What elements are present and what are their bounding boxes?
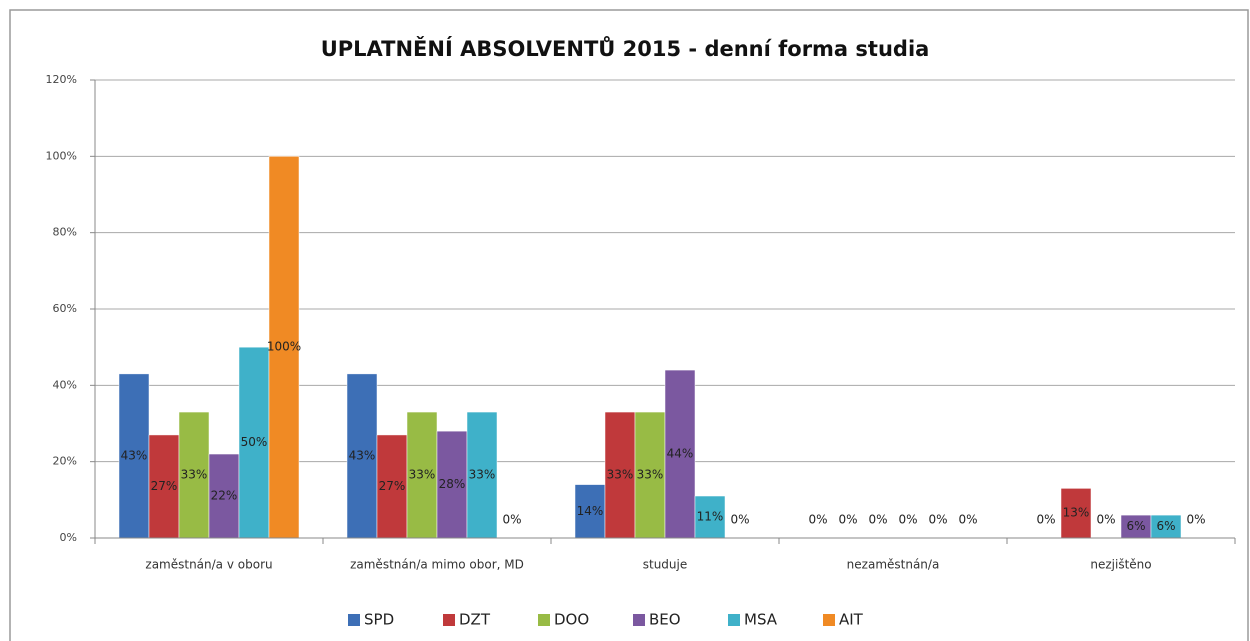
bar xyxy=(634,411,666,539)
y-tick-label: 0% xyxy=(60,531,77,544)
y-tick-label: 120% xyxy=(46,73,77,86)
value-label: 33% xyxy=(469,468,496,482)
legend-label: SPD xyxy=(364,611,394,629)
legend-label: BEO xyxy=(649,611,681,629)
value-label: 44% xyxy=(667,447,694,461)
value-label: 0% xyxy=(1036,513,1055,527)
value-label: 27% xyxy=(151,479,178,493)
value-label: 33% xyxy=(607,468,634,482)
value-label: 11% xyxy=(697,510,724,524)
value-label: 0% xyxy=(808,513,827,527)
x-tick-label: nezaměstnán/a xyxy=(847,558,940,572)
legend-swatch xyxy=(348,614,360,626)
bar xyxy=(466,411,498,539)
legend-label: DOO xyxy=(554,611,589,629)
y-tick-label: 100% xyxy=(46,149,77,162)
value-label: 50% xyxy=(241,435,268,449)
bar xyxy=(694,495,726,539)
value-label: 43% xyxy=(121,448,148,462)
value-label: 0% xyxy=(868,513,887,527)
value-label: 0% xyxy=(898,513,917,527)
value-label: 0% xyxy=(730,513,749,527)
bar xyxy=(574,484,606,539)
bar xyxy=(436,430,468,539)
bar xyxy=(1060,488,1092,539)
y-tick-label: 40% xyxy=(53,378,77,391)
chart-border xyxy=(9,9,1249,641)
bar xyxy=(406,411,438,539)
legend-swatch xyxy=(443,614,455,626)
bar xyxy=(208,453,240,539)
value-label: 6% xyxy=(1156,519,1175,533)
legend-swatch xyxy=(633,614,645,626)
value-label: 0% xyxy=(928,513,947,527)
value-label: 33% xyxy=(181,468,208,482)
bar xyxy=(238,346,270,539)
bar xyxy=(178,411,210,539)
value-label: 43% xyxy=(349,448,376,462)
legend-label: MSA xyxy=(744,611,778,629)
value-label: 0% xyxy=(1186,513,1205,527)
value-label: 33% xyxy=(637,468,664,482)
x-tick-label: studuje xyxy=(643,558,688,572)
value-label: 27% xyxy=(379,479,406,493)
bar xyxy=(376,434,408,539)
legend-label: DZT xyxy=(459,611,491,629)
y-tick-label: 80% xyxy=(53,226,77,239)
x-tick-label: zaměstnán/a mimo obor, MD xyxy=(350,558,524,572)
chart-title: UPLATNĚNÍ ABSOLVENTŮ 2015 - denní forma … xyxy=(321,36,930,61)
y-tick-label: 20% xyxy=(53,455,77,468)
value-label: 0% xyxy=(958,513,977,527)
legend-label: AIT xyxy=(839,611,864,629)
value-label: 22% xyxy=(211,489,238,503)
value-label: 0% xyxy=(838,513,857,527)
x-tick-label: nezjištěno xyxy=(1090,558,1151,572)
value-label: 14% xyxy=(577,504,604,518)
legend-swatch xyxy=(823,614,835,626)
bar xyxy=(604,411,636,539)
y-tick-label: 60% xyxy=(53,302,77,315)
legend-swatch xyxy=(728,614,740,626)
bar xyxy=(664,369,696,539)
value-label: 100% xyxy=(267,340,301,354)
value-label: 13% xyxy=(1063,506,1090,520)
value-label: 0% xyxy=(1096,513,1115,527)
value-label: 28% xyxy=(439,477,466,491)
value-label: 0% xyxy=(502,513,521,527)
x-tick-label: zaměstnán/a v oboru xyxy=(145,558,272,572)
legend-swatch xyxy=(538,614,550,626)
value-label: 6% xyxy=(1126,519,1145,533)
value-label: 33% xyxy=(409,468,436,482)
